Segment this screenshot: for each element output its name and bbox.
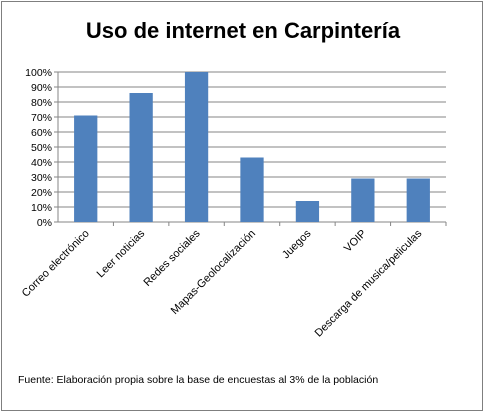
bar: [295, 201, 320, 222]
source-note: Fuente: Elaboración propia sobre la base…: [18, 374, 379, 386]
y-tick-label: 50%: [31, 142, 52, 154]
x-tick-label: Juegos: [280, 227, 314, 261]
y-tick-label: 40%: [31, 157, 52, 169]
bar: [74, 115, 98, 222]
y-tick-label: 10%: [31, 202, 52, 214]
bar: [240, 157, 264, 222]
x-tick-label: Correo electrónico: [20, 228, 92, 300]
y-tick-label: 70%: [31, 112, 52, 124]
x-tick-label: Descarga de musica/peliculas: [313, 227, 425, 339]
x-tick-label: Redes sociales: [141, 227, 203, 289]
y-tick-label: 20%: [31, 187, 52, 199]
y-tick-label: 100%: [25, 67, 52, 79]
x-tick-label: VOIP: [342, 228, 369, 255]
chart-title: Uso de internet en Carpintería: [85, 18, 401, 43]
bar: [184, 72, 209, 222]
y-tick-label: 80%: [31, 97, 52, 109]
y-tick-label: 90%: [31, 82, 52, 94]
bar: [129, 93, 153, 222]
y-tick-label: 0%: [37, 217, 52, 229]
bar: [406, 178, 430, 222]
y-tick-label: 60%: [31, 127, 52, 139]
x-tick-label: Leer noticias: [95, 227, 148, 280]
bar: [351, 178, 375, 222]
y-tick-label: 30%: [31, 172, 52, 184]
